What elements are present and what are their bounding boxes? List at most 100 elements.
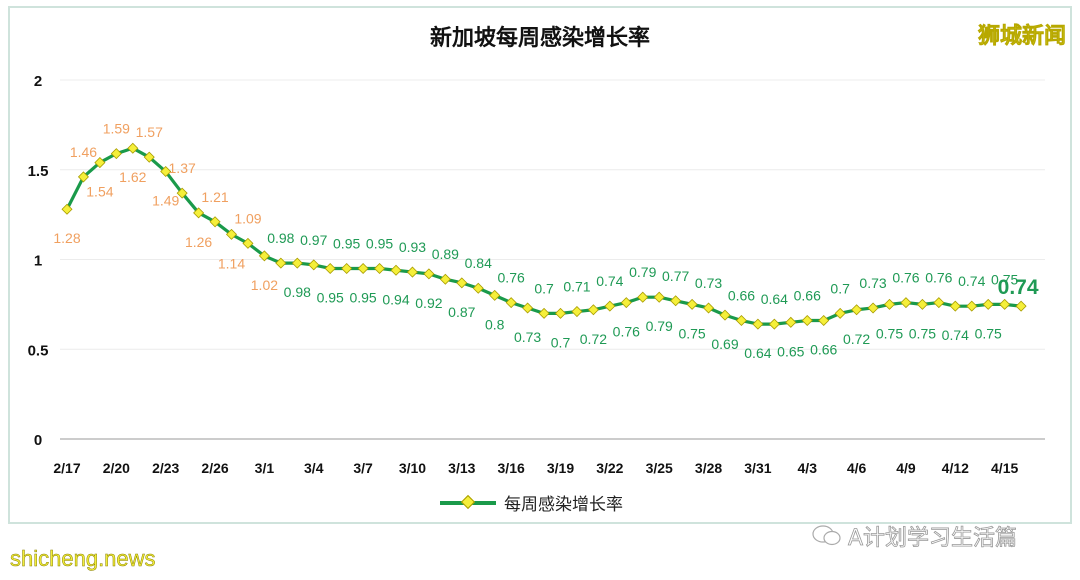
x-tick-label: 2/26 bbox=[201, 460, 228, 476]
data-label: 1.46 bbox=[70, 144, 97, 160]
data-label: 0.76 bbox=[613, 324, 640, 340]
data-point-marker bbox=[61, 203, 73, 215]
data-point-marker bbox=[999, 298, 1011, 310]
data-point-marker bbox=[949, 300, 961, 312]
chart-legend: 每周感染增长率 bbox=[440, 490, 623, 515]
data-label: 0.87 bbox=[448, 304, 475, 320]
data-label: 0.77 bbox=[662, 268, 689, 284]
data-label: 1.28 bbox=[53, 230, 80, 246]
data-point-marker bbox=[357, 262, 369, 274]
data-point-marker bbox=[538, 307, 550, 319]
y-tick-label: 1.5 bbox=[28, 163, 49, 180]
data-label: 0.75 bbox=[991, 271, 1018, 287]
data-point-marker bbox=[406, 266, 418, 278]
data-label: 1.21 bbox=[201, 189, 228, 205]
data-label: 0.7 bbox=[551, 334, 571, 350]
data-point-marker bbox=[670, 295, 682, 307]
data-label: 0.95 bbox=[366, 235, 393, 251]
data-point-marker bbox=[374, 262, 386, 274]
x-tick-label: 3/31 bbox=[744, 460, 771, 476]
data-point-marker bbox=[801, 315, 813, 327]
data-point-marker bbox=[785, 316, 797, 328]
data-point-marker bbox=[209, 216, 221, 228]
data-label: 0.66 bbox=[810, 342, 837, 358]
data-label: 0.75 bbox=[678, 325, 705, 341]
data-label: 0.76 bbox=[892, 270, 919, 286]
data-point-marker bbox=[982, 298, 994, 310]
data-point-marker bbox=[752, 318, 764, 330]
data-label: 1.26 bbox=[185, 234, 212, 250]
x-tick-label: 2/20 bbox=[103, 460, 130, 476]
x-tick-label: 2/17 bbox=[53, 460, 80, 476]
data-label: 0.97 bbox=[300, 232, 327, 248]
data-point-marker bbox=[966, 300, 978, 312]
chart-title: 新加坡每周感染增长率 bbox=[429, 26, 650, 51]
data-label: 0.69 bbox=[711, 336, 738, 352]
data-point-marker bbox=[851, 304, 863, 316]
data-point-marker bbox=[110, 148, 122, 160]
data-label: 1.59 bbox=[103, 121, 130, 137]
data-point-marker bbox=[735, 315, 747, 327]
x-tick-label: 3/22 bbox=[596, 460, 623, 476]
x-tick-label: 3/4 bbox=[304, 460, 324, 476]
data-label: 0.66 bbox=[794, 288, 821, 304]
data-point-marker bbox=[193, 207, 205, 219]
x-tick-label: 4/9 bbox=[896, 460, 916, 476]
wechat-icon bbox=[812, 525, 841, 546]
data-label: 0.7 bbox=[534, 280, 554, 296]
data-point-marker bbox=[571, 306, 583, 318]
data-label: 0.66 bbox=[728, 288, 755, 304]
data-label: 0.73 bbox=[859, 275, 886, 291]
x-tick-label: 4/15 bbox=[991, 460, 1018, 476]
data-point-marker bbox=[225, 228, 238, 240]
data-point-marker bbox=[686, 298, 698, 310]
data-point-marker bbox=[439, 273, 451, 285]
data-point-marker bbox=[637, 291, 649, 303]
data-point-marker bbox=[456, 277, 468, 289]
data-label: 0.93 bbox=[399, 239, 426, 255]
data-label: 0.95 bbox=[317, 289, 344, 305]
data-label: 0.71 bbox=[563, 279, 590, 295]
data-point-marker bbox=[505, 297, 517, 309]
data-label: 0.95 bbox=[333, 235, 360, 251]
data-label: 0.98 bbox=[267, 230, 294, 246]
data-label: 0.73 bbox=[695, 275, 722, 291]
data-label: 1.09 bbox=[234, 210, 261, 226]
data-point-marker bbox=[308, 259, 320, 271]
data-point-marker bbox=[160, 166, 172, 178]
watermark-right-text: A计划学习生活篇 bbox=[848, 526, 1018, 552]
data-label: 1.62 bbox=[119, 169, 146, 185]
data-label: 1.49 bbox=[152, 193, 179, 209]
data-point-marker bbox=[768, 318, 780, 330]
data-point-marker bbox=[176, 187, 188, 199]
data-label: 0.75 bbox=[975, 325, 1002, 341]
data-point-marker bbox=[916, 298, 928, 310]
data-label: 1.37 bbox=[169, 160, 196, 176]
data-label: 0.74 bbox=[998, 276, 1039, 299]
data-label: 0.79 bbox=[629, 264, 656, 280]
data-label: 0.89 bbox=[432, 246, 459, 262]
x-tick-label: 4/12 bbox=[942, 460, 969, 476]
data-label: 0.76 bbox=[925, 270, 952, 286]
data-point-marker bbox=[258, 250, 270, 262]
data-label: 0.64 bbox=[761, 291, 788, 307]
data-point-marker bbox=[275, 257, 287, 269]
y-tick-label: 2 bbox=[34, 73, 42, 90]
data-point-marker bbox=[620, 297, 632, 309]
data-point-marker bbox=[423, 268, 435, 280]
data-point-marker bbox=[653, 291, 665, 303]
data-point-marker bbox=[554, 307, 567, 319]
data-point-marker bbox=[143, 151, 155, 163]
data-point-marker bbox=[1015, 300, 1027, 312]
x-tick-label: 4/6 bbox=[847, 460, 867, 476]
y-tick-label: 0 bbox=[34, 432, 42, 449]
data-label: 0.74 bbox=[942, 327, 969, 343]
legend-line-marker-icon bbox=[440, 500, 496, 505]
data-point-marker bbox=[834, 307, 846, 319]
x-tick-label: 3/19 bbox=[547, 460, 574, 476]
data-point-marker bbox=[719, 309, 731, 321]
data-label: 0.7 bbox=[830, 280, 850, 296]
watermark-right: A计划学习生活篇 bbox=[812, 520, 1017, 552]
data-label: 0.76 bbox=[498, 270, 525, 286]
data-point-marker bbox=[242, 237, 254, 249]
